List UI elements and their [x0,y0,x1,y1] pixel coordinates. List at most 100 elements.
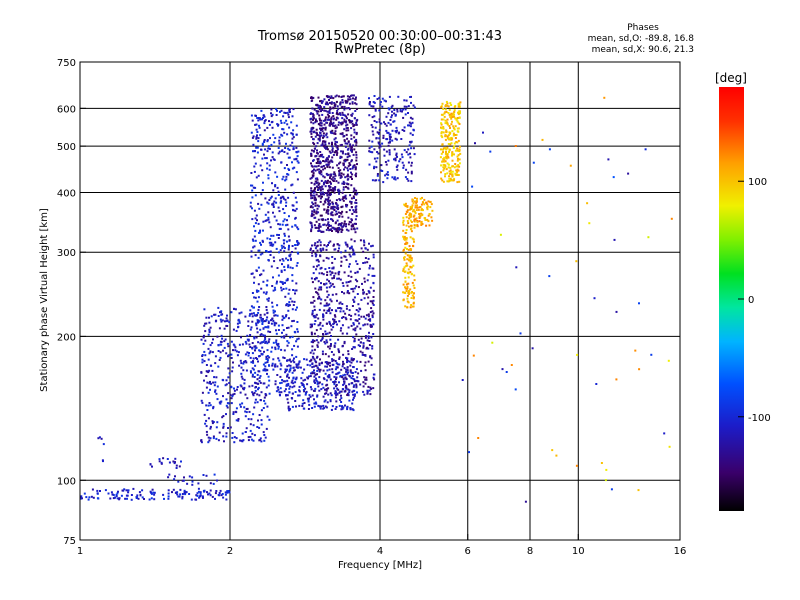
data-point [254,123,257,126]
data-point [368,242,370,245]
data-point [273,141,276,144]
data-point [372,304,375,306]
data-point [287,341,290,344]
data-point [416,220,419,222]
data-point [370,336,373,339]
data-point [327,206,330,209]
data-point [209,364,212,367]
data-point [410,164,413,167]
data-point [447,163,450,166]
data-point [345,133,348,136]
data-point [363,376,366,379]
data-point [387,121,390,124]
data-point [306,397,309,400]
data-point [370,124,373,126]
data-point [267,320,270,323]
colorbar-label: [deg] [715,71,747,85]
data-point [339,155,342,158]
data-point [202,474,205,476]
data-point [355,156,358,159]
data-point [265,340,267,343]
data-point [400,138,403,140]
data-point [324,333,327,336]
data-point [312,272,315,275]
data-point [315,245,318,248]
data-point [391,114,393,117]
data-point [314,373,317,376]
data-point [350,245,353,248]
data-point [204,330,207,333]
data-point [292,289,295,291]
data-point [314,191,317,194]
data-point [324,185,327,188]
data-point [209,404,212,407]
data-point [270,243,273,246]
data-point [327,193,330,196]
data-point [324,192,327,194]
data-point [337,388,340,391]
data-point [234,346,237,349]
data-point [295,133,298,136]
data-point [445,156,448,159]
data-point [412,292,415,295]
data-point [264,393,267,395]
data-point [355,103,358,106]
data-point [362,342,365,345]
data-point [262,327,265,330]
data-point [452,112,455,115]
data-point [341,99,344,101]
data-point [406,248,408,250]
data-point [259,334,262,336]
data-point [324,126,327,129]
data-point [261,252,264,255]
data-point [243,360,246,363]
data-point [457,164,460,167]
data-point [268,392,271,395]
y-tick-label: 600 [57,104,76,115]
data-point [406,258,409,261]
data-point [311,366,314,369]
data-point [319,151,322,153]
y-axis-label: Stationary phase Virtual Height [km] [39,208,50,392]
data-point [345,377,348,380]
data-point [287,116,290,119]
data-point [289,336,292,339]
data-point [267,375,270,378]
data-point [255,176,258,179]
data-point [439,156,442,159]
data-point [271,113,274,116]
data-point [287,246,290,249]
data-point [292,359,295,362]
data-point [348,399,351,402]
data-point [276,386,279,389]
data-point [310,162,312,165]
data-point [407,289,410,292]
data-point [366,323,369,326]
data-point [286,365,289,368]
data-point [332,115,335,118]
data-point [327,161,330,164]
data-point [214,362,217,365]
data-point [309,221,312,224]
data-point [285,369,288,372]
data-point [201,391,204,394]
data-point [326,157,329,160]
data-point [253,376,256,378]
data-point [214,492,217,495]
data-point [346,158,349,161]
data-point [313,358,316,361]
data-point [270,195,273,198]
data-point [284,281,286,284]
data-point [183,489,186,492]
data-point [237,326,239,329]
data-point [354,209,357,212]
data-point [347,394,350,397]
data-point [332,176,335,179]
data-point [443,115,446,118]
data-point [314,204,317,207]
data-point [455,169,458,172]
data-point [273,324,276,327]
data-point [296,262,299,264]
data-point [350,218,353,221]
data-point [332,244,335,247]
